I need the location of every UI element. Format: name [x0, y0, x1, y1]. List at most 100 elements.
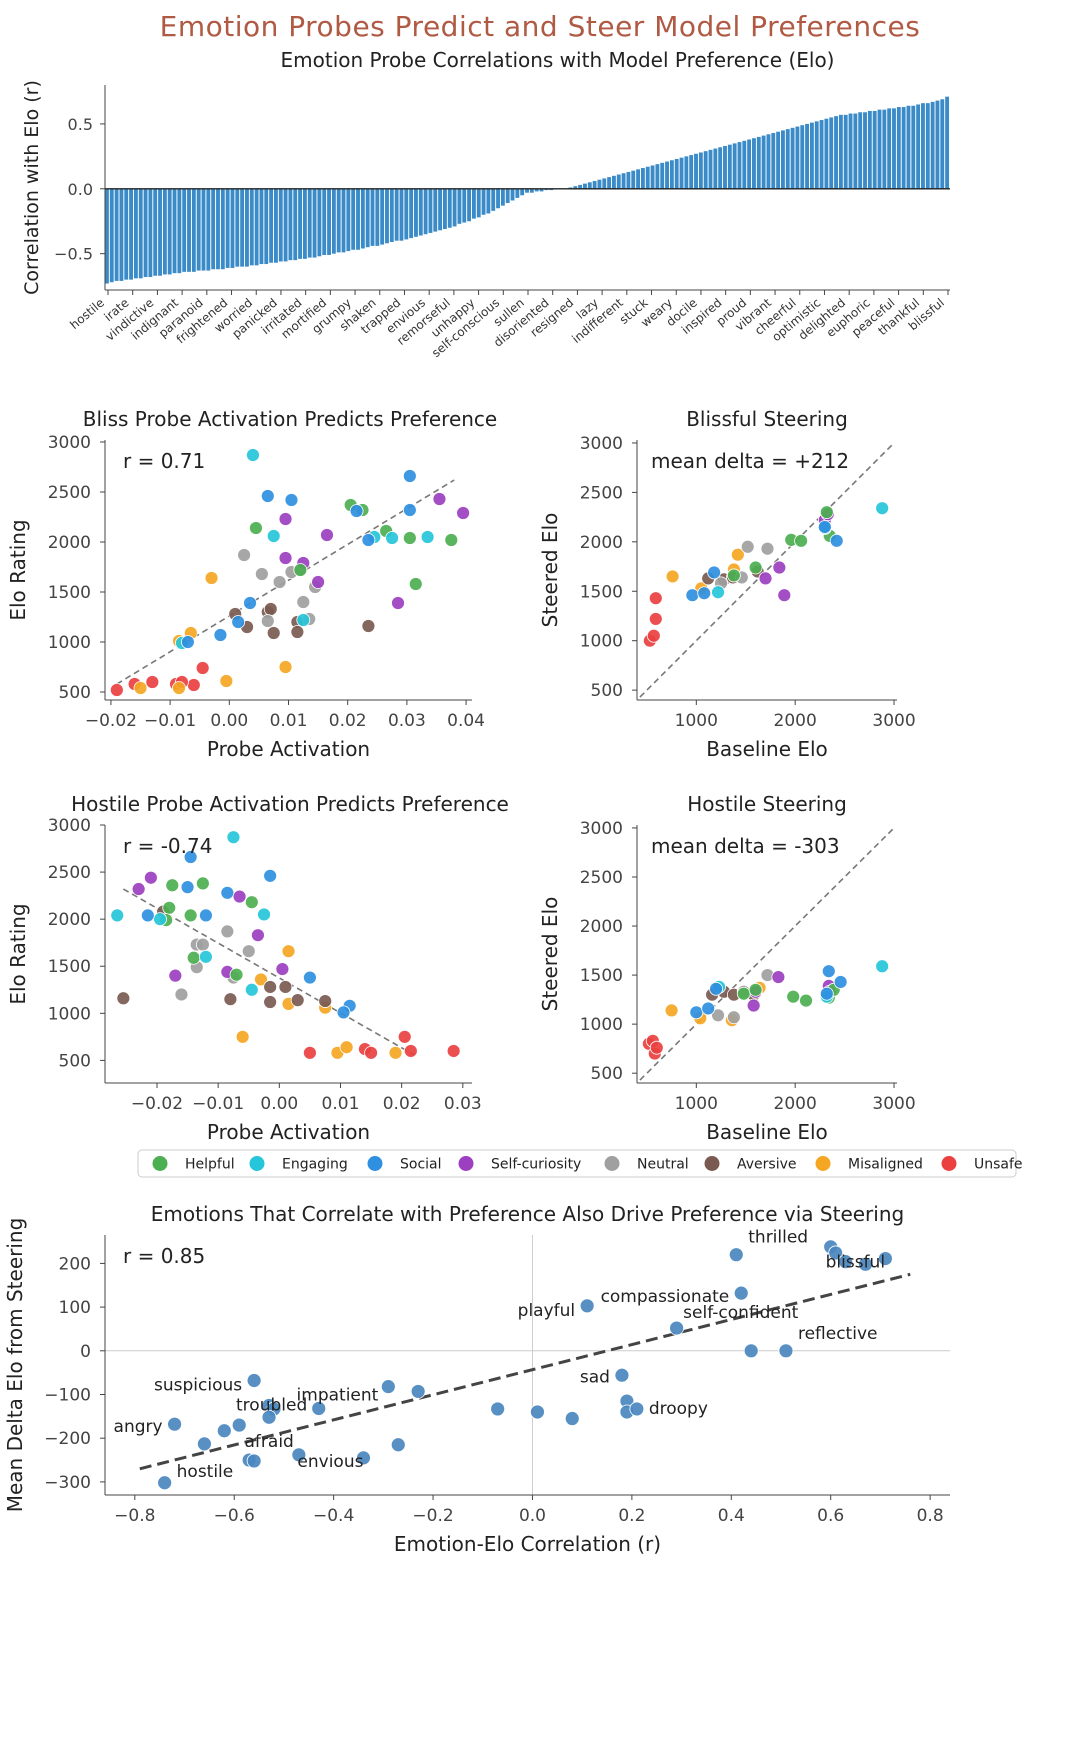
y-tick-label: 1000 — [48, 633, 91, 653]
bliss-panel: Bliss Probe Activation Predicts Preferen… — [6, 407, 497, 761]
bar — [602, 178, 607, 189]
data-point — [133, 681, 148, 695]
data-point — [648, 612, 663, 626]
y-tick-label: 1500 — [580, 582, 623, 602]
bar — [225, 188, 230, 268]
bar — [322, 188, 327, 255]
data-point — [296, 613, 311, 627]
data-point — [410, 1384, 426, 1399]
data-point — [648, 591, 663, 606]
data-point — [296, 595, 311, 609]
bar — [863, 112, 867, 189]
bar — [274, 188, 278, 263]
bar — [534, 188, 539, 192]
bar — [331, 188, 336, 254]
y-tick-label: 100 — [59, 1298, 91, 1318]
x-tick-label: 0.04 — [447, 711, 485, 731]
data-point — [229, 967, 244, 982]
bar — [462, 188, 467, 223]
x-tick-label: −0.01 — [192, 1094, 244, 1114]
x-tick-label: 3000 — [872, 1094, 915, 1114]
bar — [867, 110, 872, 189]
data-point — [733, 1285, 749, 1301]
bar — [119, 188, 124, 281]
data-point — [446, 1044, 461, 1058]
steer-title: Emotions That Correlate with Preference … — [151, 1202, 904, 1226]
x-tick-label: 0.00 — [210, 711, 248, 731]
bar — [520, 188, 525, 196]
legend-label: Engaging — [282, 1157, 348, 1173]
data-point — [266, 626, 281, 640]
data-point — [799, 993, 813, 1008]
legend-box — [137, 1149, 1017, 1178]
bar — [211, 188, 216, 270]
data-point — [388, 1045, 403, 1060]
data-point — [356, 1450, 371, 1466]
bar — [795, 126, 800, 189]
point-label: hostile — [177, 1462, 234, 1482]
data-point — [794, 533, 809, 548]
bar — [312, 188, 317, 258]
bar — [597, 179, 602, 189]
bar — [500, 188, 505, 206]
bar — [752, 138, 756, 189]
bar — [665, 161, 669, 189]
x-tick-label: 0.2 — [618, 1506, 645, 1526]
y-tick-label: 1000 — [580, 632, 623, 652]
data-point — [290, 993, 305, 1008]
x-tick-label: −0.8 — [114, 1506, 155, 1526]
y-tick-label: 2500 — [580, 483, 623, 503]
point-label: sad — [580, 1367, 610, 1387]
x-tick-label: −0.01 — [144, 711, 196, 731]
bar — [143, 188, 148, 278]
y-tick-label: 2000 — [48, 533, 91, 553]
bar — [573, 186, 578, 189]
bar — [578, 184, 583, 189]
bar — [428, 188, 433, 233]
data-point — [246, 448, 260, 462]
data-point — [771, 970, 786, 984]
y-tick-label: 1500 — [580, 966, 623, 986]
data-point — [197, 1436, 212, 1452]
data-point — [402, 469, 417, 483]
point-label: afraid — [245, 1432, 294, 1452]
blissSteer-title: Blissful Steering — [686, 407, 848, 431]
bar — [177, 188, 182, 274]
data-point — [838, 1254, 854, 1270]
data-point — [237, 548, 252, 562]
bar — [911, 105, 916, 189]
bar — [945, 96, 950, 189]
data-point — [186, 678, 201, 692]
y-tick-label: 2000 — [48, 910, 91, 930]
bar — [414, 188, 418, 237]
bar — [930, 101, 935, 189]
data-point — [408, 577, 423, 591]
data-point — [490, 1401, 506, 1417]
x-tick-label: −0.02 — [85, 711, 137, 731]
data-point — [444, 533, 459, 547]
bar — [307, 188, 312, 258]
bar — [761, 135, 766, 189]
x-tick-label: 0.03 — [388, 711, 426, 731]
bar-chart: Emotion Probe Correlations with Model Pr… — [21, 48, 950, 360]
data-point — [257, 907, 271, 922]
y-tick-label: 1000 — [580, 1015, 623, 1035]
data-point — [390, 1437, 406, 1453]
data-point — [403, 1044, 418, 1058]
bar — [940, 99, 945, 189]
bar — [293, 188, 298, 261]
y-tick-label: 500 — [59, 683, 91, 703]
y-tick-label: −200 — [44, 1429, 91, 1449]
data-point — [131, 882, 146, 896]
x-tick-label: −0.02 — [131, 1094, 183, 1114]
y-tick-label: 3000 — [48, 816, 91, 836]
data-point — [361, 533, 376, 547]
data-point — [183, 850, 198, 864]
legend-label: Social — [400, 1157, 442, 1173]
data-point — [877, 1251, 893, 1266]
data-point — [145, 675, 160, 689]
bar — [616, 174, 621, 189]
annotation: r = 0.85 — [123, 1244, 205, 1268]
data-point — [339, 1040, 354, 1055]
trend-line — [116, 479, 455, 685]
